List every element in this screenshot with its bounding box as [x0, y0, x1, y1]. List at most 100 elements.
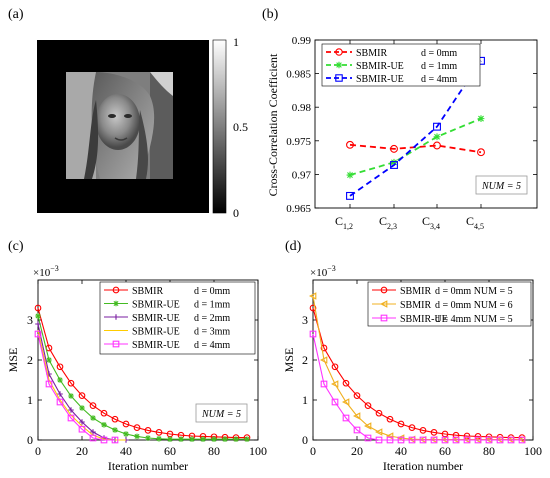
data-point: [346, 171, 354, 179]
data-point: [433, 141, 441, 150]
data-point: [111, 415, 119, 423]
plot-d-series: [308, 292, 526, 444]
legend-label: SBMIR-UE: [356, 74, 404, 85]
data-point: [496, 436, 504, 444]
legend-label: SBMIR-UE: [132, 340, 180, 351]
data-point: [390, 158, 398, 166]
panel-b: (b) Cross-Correlation Coefficient 0.9650…: [262, 7, 538, 231]
ytick-label: 0: [302, 433, 308, 447]
data-point: [101, 422, 107, 428]
legend-marker: [335, 48, 343, 56]
ytick-label: 0.965: [286, 203, 311, 215]
data-point: [485, 436, 493, 444]
data-point: [57, 377, 63, 383]
svg-text:NUM = 5: NUM = 5: [481, 181, 521, 192]
ytick-label: 2: [27, 353, 33, 367]
data-point: [363, 422, 372, 430]
legend-param: d = 0mm: [421, 48, 457, 59]
data-point: [330, 380, 339, 388]
colorbar-tick-0.5: 0.5: [233, 120, 248, 134]
data-point: [133, 424, 141, 431]
data-point: [309, 330, 317, 338]
data-point: [56, 363, 64, 371]
data-point: [319, 356, 328, 364]
data-point: [397, 420, 405, 428]
data-point: [346, 140, 354, 149]
plot-c-annotation: NUM = 5: [195, 403, 248, 423]
data-point: [430, 429, 438, 436]
legend-param: d = 0mm: [194, 286, 230, 297]
xtick-label: C3,4: [422, 214, 440, 231]
data-point: [441, 436, 449, 444]
data-point: [352, 412, 361, 420]
data-point: [390, 144, 398, 153]
legend-param: d = 1mm: [194, 300, 230, 311]
colorbar-tick-1: 1: [233, 35, 239, 49]
colorbar: [212, 39, 227, 214]
data-point: [364, 434, 372, 442]
xtick-label: C2,3: [379, 214, 397, 231]
data-point: [374, 428, 383, 436]
data-point: [477, 115, 485, 123]
data-point: [244, 436, 250, 442]
panel-d: (d) ×10−3 MSE Iteration number 0 1 2 3 0 20 4…: [282, 239, 542, 473]
xtick-label: 0: [35, 444, 41, 458]
data-point: [477, 148, 485, 157]
legend-label: SBMIR: [400, 300, 431, 311]
ytick-label: 0.97: [292, 169, 312, 181]
data-point: [353, 426, 361, 434]
xtick-label: 40: [395, 444, 407, 458]
plot-c-series: [34, 304, 251, 444]
legend-marker: [379, 300, 388, 308]
plot-b-yticks: 0.965 0.97 0.975 0.98 0.985 0.99: [286, 35, 537, 215]
ytick-label: 3: [27, 313, 33, 327]
plot-d-yticks: 0 1 2 3: [302, 313, 533, 447]
xtick-label: C4,5: [466, 214, 484, 231]
legend-param: d = 1mm: [421, 61, 457, 72]
legend-marker: [380, 286, 388, 294]
legend-marker: [113, 300, 119, 307]
legend-marker: [113, 314, 119, 320]
data-point: [145, 435, 151, 441]
data-point: [79, 405, 85, 411]
data-point: [211, 436, 217, 442]
series-line: [349, 117, 482, 176]
colorbar-tick-0: 0: [233, 206, 239, 220]
data-point: [331, 363, 339, 371]
data-point: [79, 419, 85, 425]
data-point: [308, 292, 317, 300]
data-point: [390, 161, 398, 169]
data-point: [78, 425, 86, 433]
legend-label: SBMIR: [132, 286, 163, 297]
data-point: [68, 393, 74, 399]
plot-d-ylabel: MSE: [282, 348, 296, 373]
xtick-label: 100: [249, 444, 267, 458]
legend-param: d = 0mm NUM = 6: [435, 300, 513, 311]
panel-d-label: (d): [285, 239, 302, 254]
data-point: [320, 380, 328, 388]
data-point: [89, 402, 97, 409]
series-line: [312, 333, 522, 441]
data-point: [90, 429, 96, 435]
ytick-label: 0.99: [292, 35, 312, 47]
data-point: [430, 436, 438, 444]
data-point: [320, 344, 328, 352]
legend-label: SBMIR-UE: [400, 314, 448, 325]
data-point: [90, 415, 96, 421]
data-point: [341, 398, 350, 406]
data-point: [375, 409, 383, 417]
plot-b-xticks: C1,2 C2,3 C3,4 C4,5: [335, 40, 484, 231]
legend-param: d = 0mm NUM = 5: [435, 286, 513, 297]
plot-b-ylabel: Cross-Correlation Coefficient: [266, 53, 280, 196]
plot-c-xlabel: Iteration number: [108, 459, 188, 473]
data-point: [386, 415, 394, 423]
data-point: [342, 379, 350, 387]
ytick-label: 3: [302, 313, 308, 327]
data-point: [34, 304, 42, 312]
xtick-label: 0: [310, 444, 316, 458]
data-point: [122, 420, 130, 428]
data-point: [178, 436, 184, 442]
plot-d-legend: SBMIR d = 0mm NUM = 5 SBMIR d = 0mm NUM = 6…: [367, 281, 532, 327]
panel-a: (a) 1 0.5 0: [8, 7, 248, 220]
